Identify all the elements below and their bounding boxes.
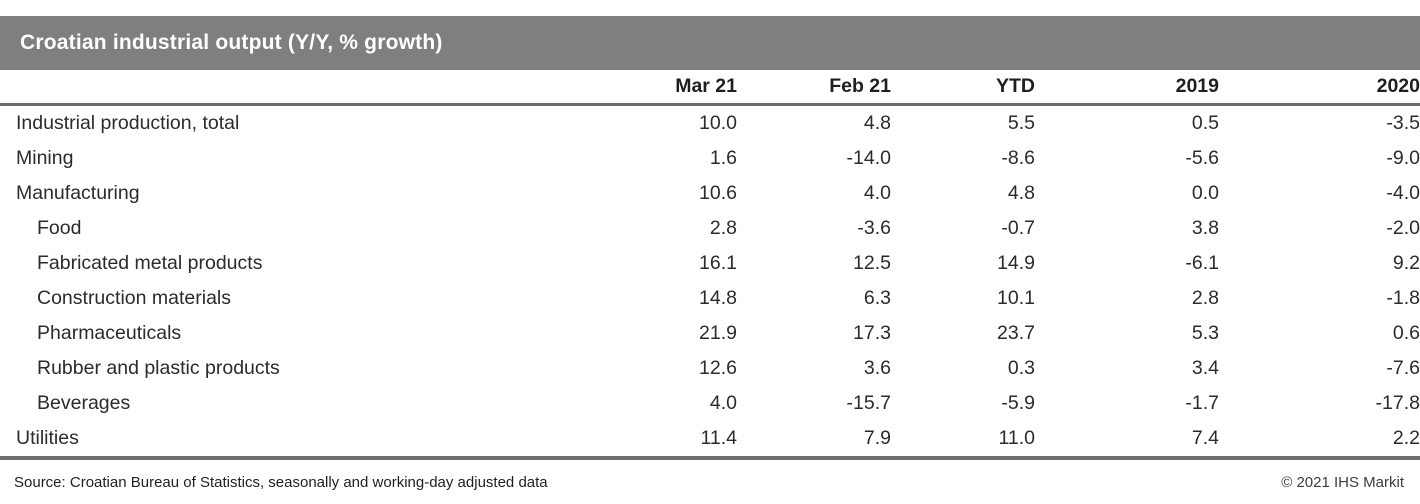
header-row: Mar 21 Feb 21 YTD 2019 2020	[0, 70, 1420, 106]
cell-value: -5.6	[1185, 147, 1219, 169]
cell-value: 6.3	[863, 287, 891, 309]
row-label: Fabricated metal products	[37, 252, 263, 274]
cell-value: -4.0	[1386, 182, 1420, 204]
copyright-note: © 2021 IHS Markit	[1281, 474, 1404, 491]
table-row: Manufacturing 10.6 4.0 4.8 0.0 -4.0	[0, 176, 1420, 211]
cell-value: -2.0	[1386, 217, 1420, 239]
cell-value: -0.7	[1001, 217, 1035, 239]
title-bar: Croatian industrial output (Y/Y, % growt…	[0, 16, 1420, 70]
cell-value: -17.8	[1375, 392, 1420, 414]
cell-value: 9.2	[1392, 252, 1420, 274]
cell-value: 21.9	[699, 322, 737, 344]
table-row: Pharmaceuticals 21.9 17.3 23.7 5.3 0.6	[0, 316, 1420, 351]
row-label: Food	[37, 217, 82, 239]
cell-value: 0.5	[1191, 112, 1219, 134]
cell-value: 5.5	[1007, 112, 1035, 134]
cell-value: -9.0	[1386, 147, 1420, 169]
cell-value: -6.1	[1185, 252, 1219, 274]
cell-value: 3.4	[1191, 357, 1219, 379]
table-row: Utilities 11.4 7.9 11.0 7.4 2.2	[0, 421, 1420, 460]
column-header-2019: 2019	[1035, 70, 1219, 106]
cell-value: 10.1	[997, 287, 1035, 309]
cell-value: 4.0	[863, 182, 891, 204]
figure-title: Croatian industrial output (Y/Y, % growt…	[20, 31, 443, 54]
cell-value: -7.6	[1386, 357, 1420, 379]
cell-value: 14.9	[997, 252, 1035, 274]
row-label: Utilities	[0, 421, 600, 460]
source-note: Source: Croatian Bureau of Statistics, s…	[14, 474, 548, 491]
cell-value: 2.2	[1219, 421, 1420, 460]
cell-value: 0.3	[1007, 357, 1035, 379]
cell-value: 2.8	[709, 217, 737, 239]
cell-value: 5.3	[1191, 322, 1219, 344]
cell-value: 16.1	[699, 252, 737, 274]
cell-value: 11.4	[600, 421, 737, 460]
cell-value: -8.6	[1001, 147, 1035, 169]
cell-value: 4.8	[863, 112, 891, 134]
cell-value: 10.0	[699, 112, 737, 134]
cell-value: -5.9	[1001, 392, 1035, 414]
cell-value: 12.6	[699, 357, 737, 379]
cell-value: 7.4	[1035, 421, 1219, 460]
row-label: Industrial production, total	[16, 112, 240, 134]
cell-value: -1.8	[1386, 287, 1420, 309]
table-row: Construction materials 14.8 6.3 10.1 2.8…	[0, 281, 1420, 316]
cell-value: 2.8	[1191, 287, 1219, 309]
table-row: Food 2.8 -3.6 -0.7 3.8 -2.0	[0, 211, 1420, 246]
cell-value: 1.6	[709, 147, 737, 169]
column-header-feb21: Feb 21	[737, 70, 891, 106]
cell-value: 0.6	[1392, 322, 1420, 344]
cell-value: 7.9	[737, 421, 891, 460]
cell-value: -1.7	[1185, 392, 1219, 414]
row-label: Beverages	[37, 392, 131, 414]
column-header-ytd: YTD	[891, 70, 1035, 106]
cell-value: 12.5	[853, 252, 891, 274]
column-header-2020: 2020	[1219, 70, 1420, 106]
cell-value: -14.0	[846, 147, 891, 169]
table-row: Rubber and plastic products 12.6 3.6 0.3…	[0, 351, 1420, 386]
row-label: Pharmaceuticals	[37, 322, 182, 344]
table-row: Industrial production, total 10.0 4.8 5.…	[0, 105, 1420, 142]
cell-value: 4.8	[1007, 182, 1035, 204]
row-label: Mining	[16, 147, 74, 169]
cell-value: 0.0	[1191, 182, 1219, 204]
column-header-mar21: Mar 21	[600, 70, 737, 106]
row-label: Rubber and plastic products	[37, 357, 280, 379]
table-row: Beverages 4.0 -15.7 -5.9 -1.7 -17.8	[0, 386, 1420, 421]
cell-value: 23.7	[997, 322, 1035, 344]
cell-value: -3.5	[1386, 112, 1420, 134]
cell-value: 10.6	[699, 182, 737, 204]
cell-value: 11.0	[891, 421, 1035, 460]
row-label: Manufacturing	[16, 182, 140, 204]
data-table: Mar 21 Feb 21 YTD 2019 2020 Industrial p…	[0, 70, 1420, 460]
cell-value: -15.7	[846, 392, 891, 414]
cell-value: -3.6	[857, 217, 891, 239]
row-label: Construction materials	[37, 287, 231, 309]
cell-value: 3.6	[863, 357, 891, 379]
cell-value: 3.8	[1191, 217, 1219, 239]
cell-value: 14.8	[699, 287, 737, 309]
header-blank	[0, 70, 600, 106]
footer: Source: Croatian Bureau of Statistics, s…	[0, 474, 1420, 491]
cell-value: 17.3	[853, 322, 891, 344]
cell-value: 4.0	[709, 392, 737, 414]
table-row: Mining 1.6 -14.0 -8.6 -5.6 -9.0	[0, 141, 1420, 176]
table-row: Fabricated metal products 16.1 12.5 14.9…	[0, 246, 1420, 281]
